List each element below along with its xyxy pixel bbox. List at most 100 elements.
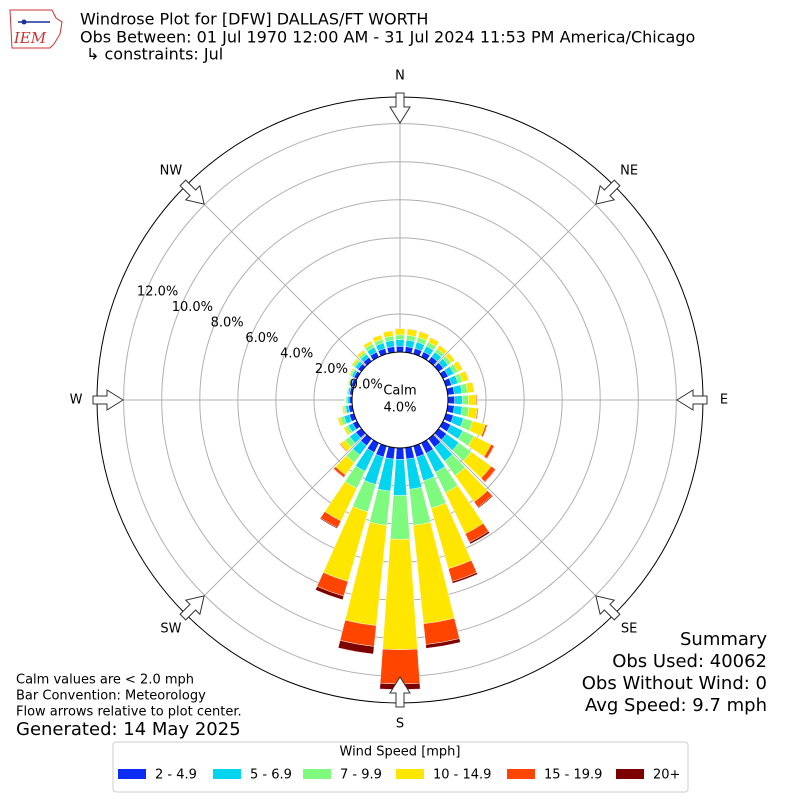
summary-line: Avg Speed: 9.7 mph xyxy=(585,695,767,716)
bar-segment xyxy=(346,386,348,395)
bar-segment xyxy=(469,531,490,545)
logo-text: IEM xyxy=(13,29,47,47)
compass-label: W xyxy=(70,393,83,408)
legend-swatch xyxy=(616,769,644,779)
bar-segment xyxy=(395,339,405,347)
compass-label: S xyxy=(396,717,404,732)
bar-segment xyxy=(395,447,405,460)
bar-segment xyxy=(439,344,448,352)
compass-label: SW xyxy=(160,622,181,637)
arrow-shape xyxy=(179,179,205,205)
legend-label: 5 - 6.9 xyxy=(250,768,292,783)
bar-segment xyxy=(482,424,488,438)
bar-segment xyxy=(356,349,364,356)
legend-box xyxy=(112,741,689,793)
logo-outline xyxy=(9,9,63,49)
arrow-shape xyxy=(595,179,621,205)
compass-arrow xyxy=(179,179,205,205)
compass-arrow xyxy=(595,595,621,621)
calm-value: 4.0% xyxy=(383,401,416,416)
compass-arrow xyxy=(389,676,411,708)
r-tick-label: 8.0% xyxy=(211,316,244,331)
note: Calm values are < 2.0 mph xyxy=(16,673,194,688)
bar-segment xyxy=(362,340,372,346)
compass-label: N xyxy=(395,69,405,84)
legend-label: 20+ xyxy=(653,768,680,783)
bar-segment xyxy=(385,446,396,460)
bar-segment xyxy=(467,394,477,406)
bar-segment xyxy=(447,395,455,405)
bar-segment xyxy=(347,396,350,404)
arrow-shape xyxy=(676,389,708,411)
bar-segment xyxy=(477,495,494,509)
legend-label: 2 - 4.9 xyxy=(155,768,197,783)
legend-label: 10 - 14.9 xyxy=(433,768,491,783)
legend-label: 15 - 19.9 xyxy=(544,768,602,783)
r-tick-label: 4.0% xyxy=(280,346,313,361)
arrow-shape xyxy=(179,595,205,621)
bar-segment xyxy=(425,638,461,649)
bar-segment xyxy=(486,445,495,460)
compass-arrow xyxy=(595,179,621,205)
bar-segment xyxy=(394,328,406,336)
bar-segment xyxy=(404,446,415,460)
compass-label: E xyxy=(720,393,728,408)
legend-label: 7 - 9.9 xyxy=(340,768,382,783)
r-tick-label: 0.0% xyxy=(350,377,383,392)
calm-circle xyxy=(351,351,449,449)
r-tick-label: 12.0% xyxy=(137,285,178,300)
legend-swatch xyxy=(213,769,241,779)
bar-segment xyxy=(465,370,470,381)
summary-line: Obs Used: 40062 xyxy=(612,651,767,672)
title-line: Obs Between: 01 Jul 1970 12:00 AM - 31 J… xyxy=(80,28,695,47)
bar-segment xyxy=(393,459,407,496)
spoke xyxy=(433,433,615,615)
compass-arrow xyxy=(676,389,708,411)
compass-label: SE xyxy=(621,622,637,637)
bar-segment xyxy=(333,468,345,478)
logo-dot xyxy=(21,19,27,25)
arrow-shape xyxy=(389,676,411,708)
generated: Generated: 14 May 2025 xyxy=(16,719,241,740)
arrow-shape xyxy=(595,595,621,621)
legend-swatch xyxy=(303,769,331,779)
bar-segment xyxy=(419,330,430,335)
compass-label: NW xyxy=(160,163,183,178)
bar-segment xyxy=(315,586,345,601)
bar-segment xyxy=(396,346,404,353)
note: Flow arrows relative to plot center. xyxy=(16,705,242,720)
legend-swatch xyxy=(118,769,146,779)
note: Bar Convention: Meteorology xyxy=(16,689,206,704)
bar-segment xyxy=(476,408,479,420)
r-tick-label: 6.0% xyxy=(245,331,278,346)
summary-line: Obs Without Wind: 0 xyxy=(582,673,767,694)
spoke xyxy=(433,185,615,367)
bar-segment xyxy=(319,517,338,529)
calm-label: Calm xyxy=(383,384,416,399)
bar-segment xyxy=(395,334,405,340)
bar-segment xyxy=(484,468,497,483)
legend-title: Wind Speed [mph] xyxy=(340,745,461,760)
bar-segment xyxy=(407,328,418,331)
legend-swatch xyxy=(396,769,424,779)
bar-segment xyxy=(454,395,463,405)
compass-arrow xyxy=(389,92,411,124)
bar-segment xyxy=(390,495,410,540)
bar-segment xyxy=(346,377,350,385)
bar-segment xyxy=(342,427,348,436)
title-line: Windrose Plot for [DFW] DALLAS/FT WORTH xyxy=(80,10,428,29)
bar-segment xyxy=(452,405,463,416)
bar-segment xyxy=(337,640,375,655)
compass-arrow xyxy=(92,389,124,411)
compass-label: NE xyxy=(620,163,638,178)
compass-arrow xyxy=(179,595,205,621)
spoke xyxy=(185,185,367,367)
bar-segment xyxy=(457,360,464,370)
bar-segment xyxy=(382,538,418,650)
summary-line: Summary xyxy=(680,629,767,650)
bar-segment xyxy=(451,572,478,584)
logo: IEM xyxy=(9,9,63,49)
legend-swatch xyxy=(507,769,535,779)
arrow-shape xyxy=(389,92,411,124)
